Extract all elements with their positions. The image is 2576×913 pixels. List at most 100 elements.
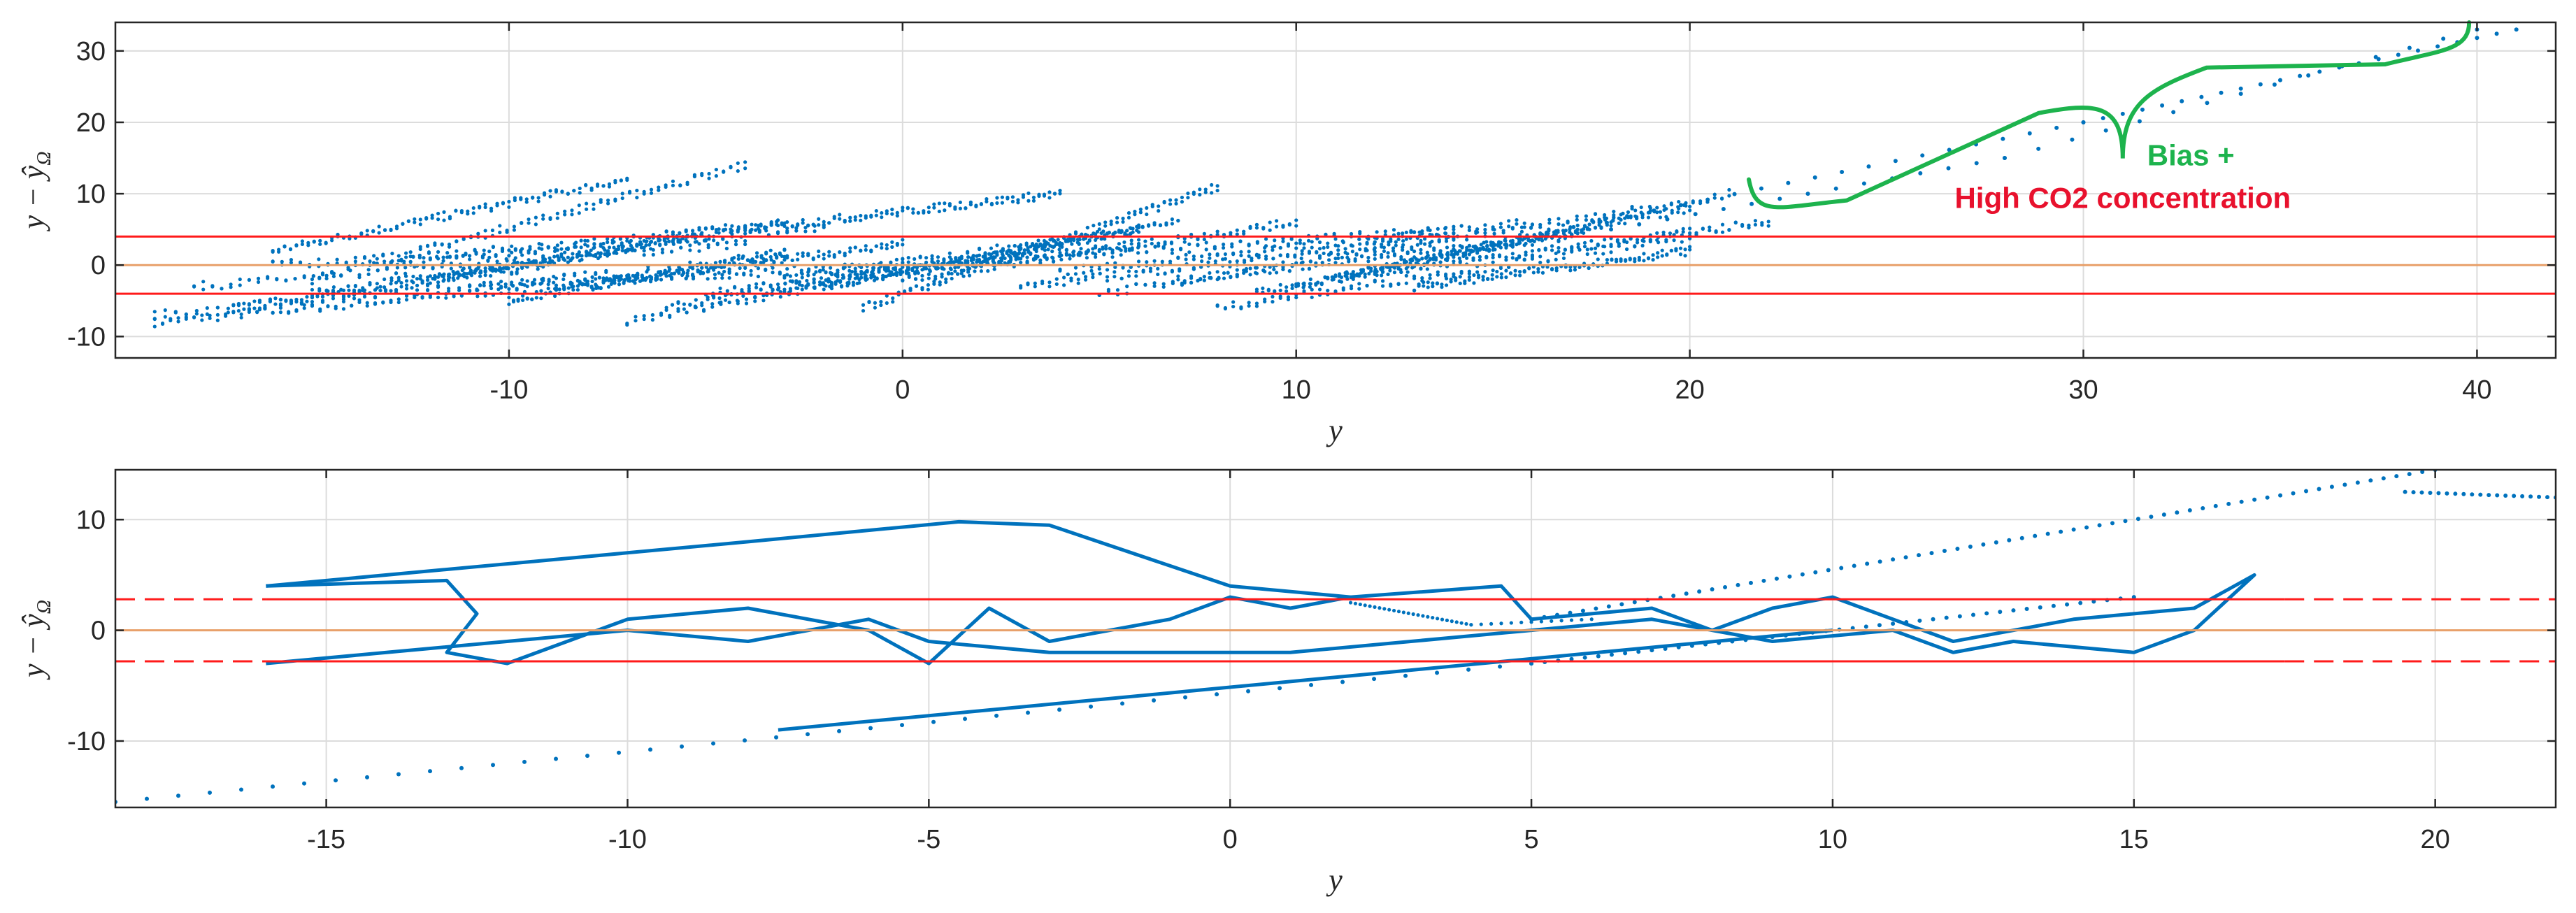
- low-tail-point: [1676, 645, 1681, 649]
- data-point: [630, 248, 634, 252]
- data-point: [377, 231, 381, 235]
- data-point: [769, 258, 773, 262]
- data-point: [1508, 271, 1513, 275]
- data-point: [1637, 258, 1641, 262]
- data-point: [650, 317, 654, 322]
- data-point: [1513, 273, 1517, 278]
- data-point: [722, 170, 726, 174]
- data-point: [1688, 245, 1692, 249]
- low-tail-point: [2011, 608, 2016, 613]
- data-point: [1076, 281, 1080, 285]
- data-point: [1248, 266, 1252, 271]
- data-point: [989, 203, 994, 207]
- data-point: [724, 246, 729, 251]
- data-point: [639, 245, 644, 250]
- data-point: [533, 250, 538, 254]
- data-point: [1452, 253, 1456, 257]
- data-point: [780, 254, 784, 259]
- high-tail-point: [1929, 551, 1934, 556]
- low-tail-point: [711, 741, 716, 746]
- data-point: [886, 265, 890, 270]
- high-tail-point: [1594, 606, 1598, 611]
- data-point: [1518, 270, 1522, 274]
- data-point: [1047, 285, 1052, 289]
- data-point: [361, 286, 365, 290]
- data-point: [1068, 257, 1072, 261]
- data-point: [1359, 254, 1364, 259]
- data-point: [906, 206, 910, 210]
- data-point: [1557, 250, 1561, 254]
- data-point: [1563, 247, 1567, 252]
- flat-tail-point: [2537, 494, 2542, 499]
- low-tail-point: [994, 713, 999, 718]
- data-point: [783, 281, 787, 285]
- data-point: [1330, 275, 1334, 279]
- data-point: [507, 254, 511, 258]
- data-point: [420, 296, 424, 300]
- data-point: [1753, 222, 1758, 227]
- data-point: [712, 268, 716, 272]
- data-point: [1497, 254, 1502, 259]
- data-point: [987, 252, 992, 256]
- data-point: [859, 265, 864, 270]
- data-point: [759, 254, 764, 258]
- data-point: [788, 279, 792, 283]
- data-point: [743, 160, 747, 164]
- data-point: [1436, 273, 1440, 277]
- data-point: [411, 280, 415, 285]
- data-point: [1373, 278, 1377, 282]
- data-point: [764, 225, 768, 229]
- data-point: [659, 278, 664, 282]
- data-point: [507, 248, 511, 252]
- data-point: [697, 228, 701, 232]
- data-point: [947, 203, 952, 208]
- data-point: [1156, 266, 1160, 271]
- data-point: [1254, 301, 1259, 305]
- low-tail-point: [1650, 648, 1654, 653]
- data-point: [601, 184, 606, 188]
- data-point: [859, 213, 863, 218]
- data-point: [1363, 275, 1367, 279]
- data-point: [492, 267, 496, 271]
- data-point: [1263, 250, 1267, 254]
- data-point: [932, 206, 936, 210]
- data-point: [782, 275, 787, 280]
- low-tail-point: [1309, 682, 1314, 687]
- data-point: [1530, 243, 1535, 247]
- data-point: [294, 300, 299, 304]
- data-point: [583, 238, 587, 243]
- data-point: [1261, 268, 1266, 273]
- data-point: [317, 289, 322, 293]
- data-point: [899, 268, 903, 272]
- data-point: [548, 217, 552, 221]
- data-point: [589, 253, 593, 257]
- data-point: [457, 288, 461, 292]
- data-point: [372, 254, 376, 258]
- data-point: [257, 299, 262, 303]
- data-point: [1047, 280, 1052, 285]
- low-tail-point: [1917, 618, 1922, 623]
- data-point: [1433, 258, 1438, 262]
- low-tail-point: [1904, 620, 1909, 625]
- data-point: [427, 251, 431, 255]
- data-point: [1040, 247, 1045, 251]
- data-point: [1150, 204, 1154, 208]
- data-point: [205, 312, 209, 317]
- dip-point: [1348, 601, 1353, 605]
- high-tail-point: [2007, 538, 2012, 542]
- high-tail-point: [2252, 497, 2257, 502]
- data-point: [580, 282, 585, 287]
- data-point: [1301, 267, 1305, 271]
- low-tail-point: [176, 793, 181, 798]
- data-point: [838, 213, 842, 217]
- data-point: [415, 277, 420, 281]
- data-point: [1678, 246, 1683, 250]
- data-point: [926, 272, 931, 276]
- data-point: [769, 223, 773, 227]
- data-point: [1153, 245, 1157, 249]
- data-point: [583, 277, 587, 281]
- data-point: [678, 231, 682, 236]
- low-tail-point: [617, 750, 622, 755]
- low-tail-point: [1596, 654, 1601, 659]
